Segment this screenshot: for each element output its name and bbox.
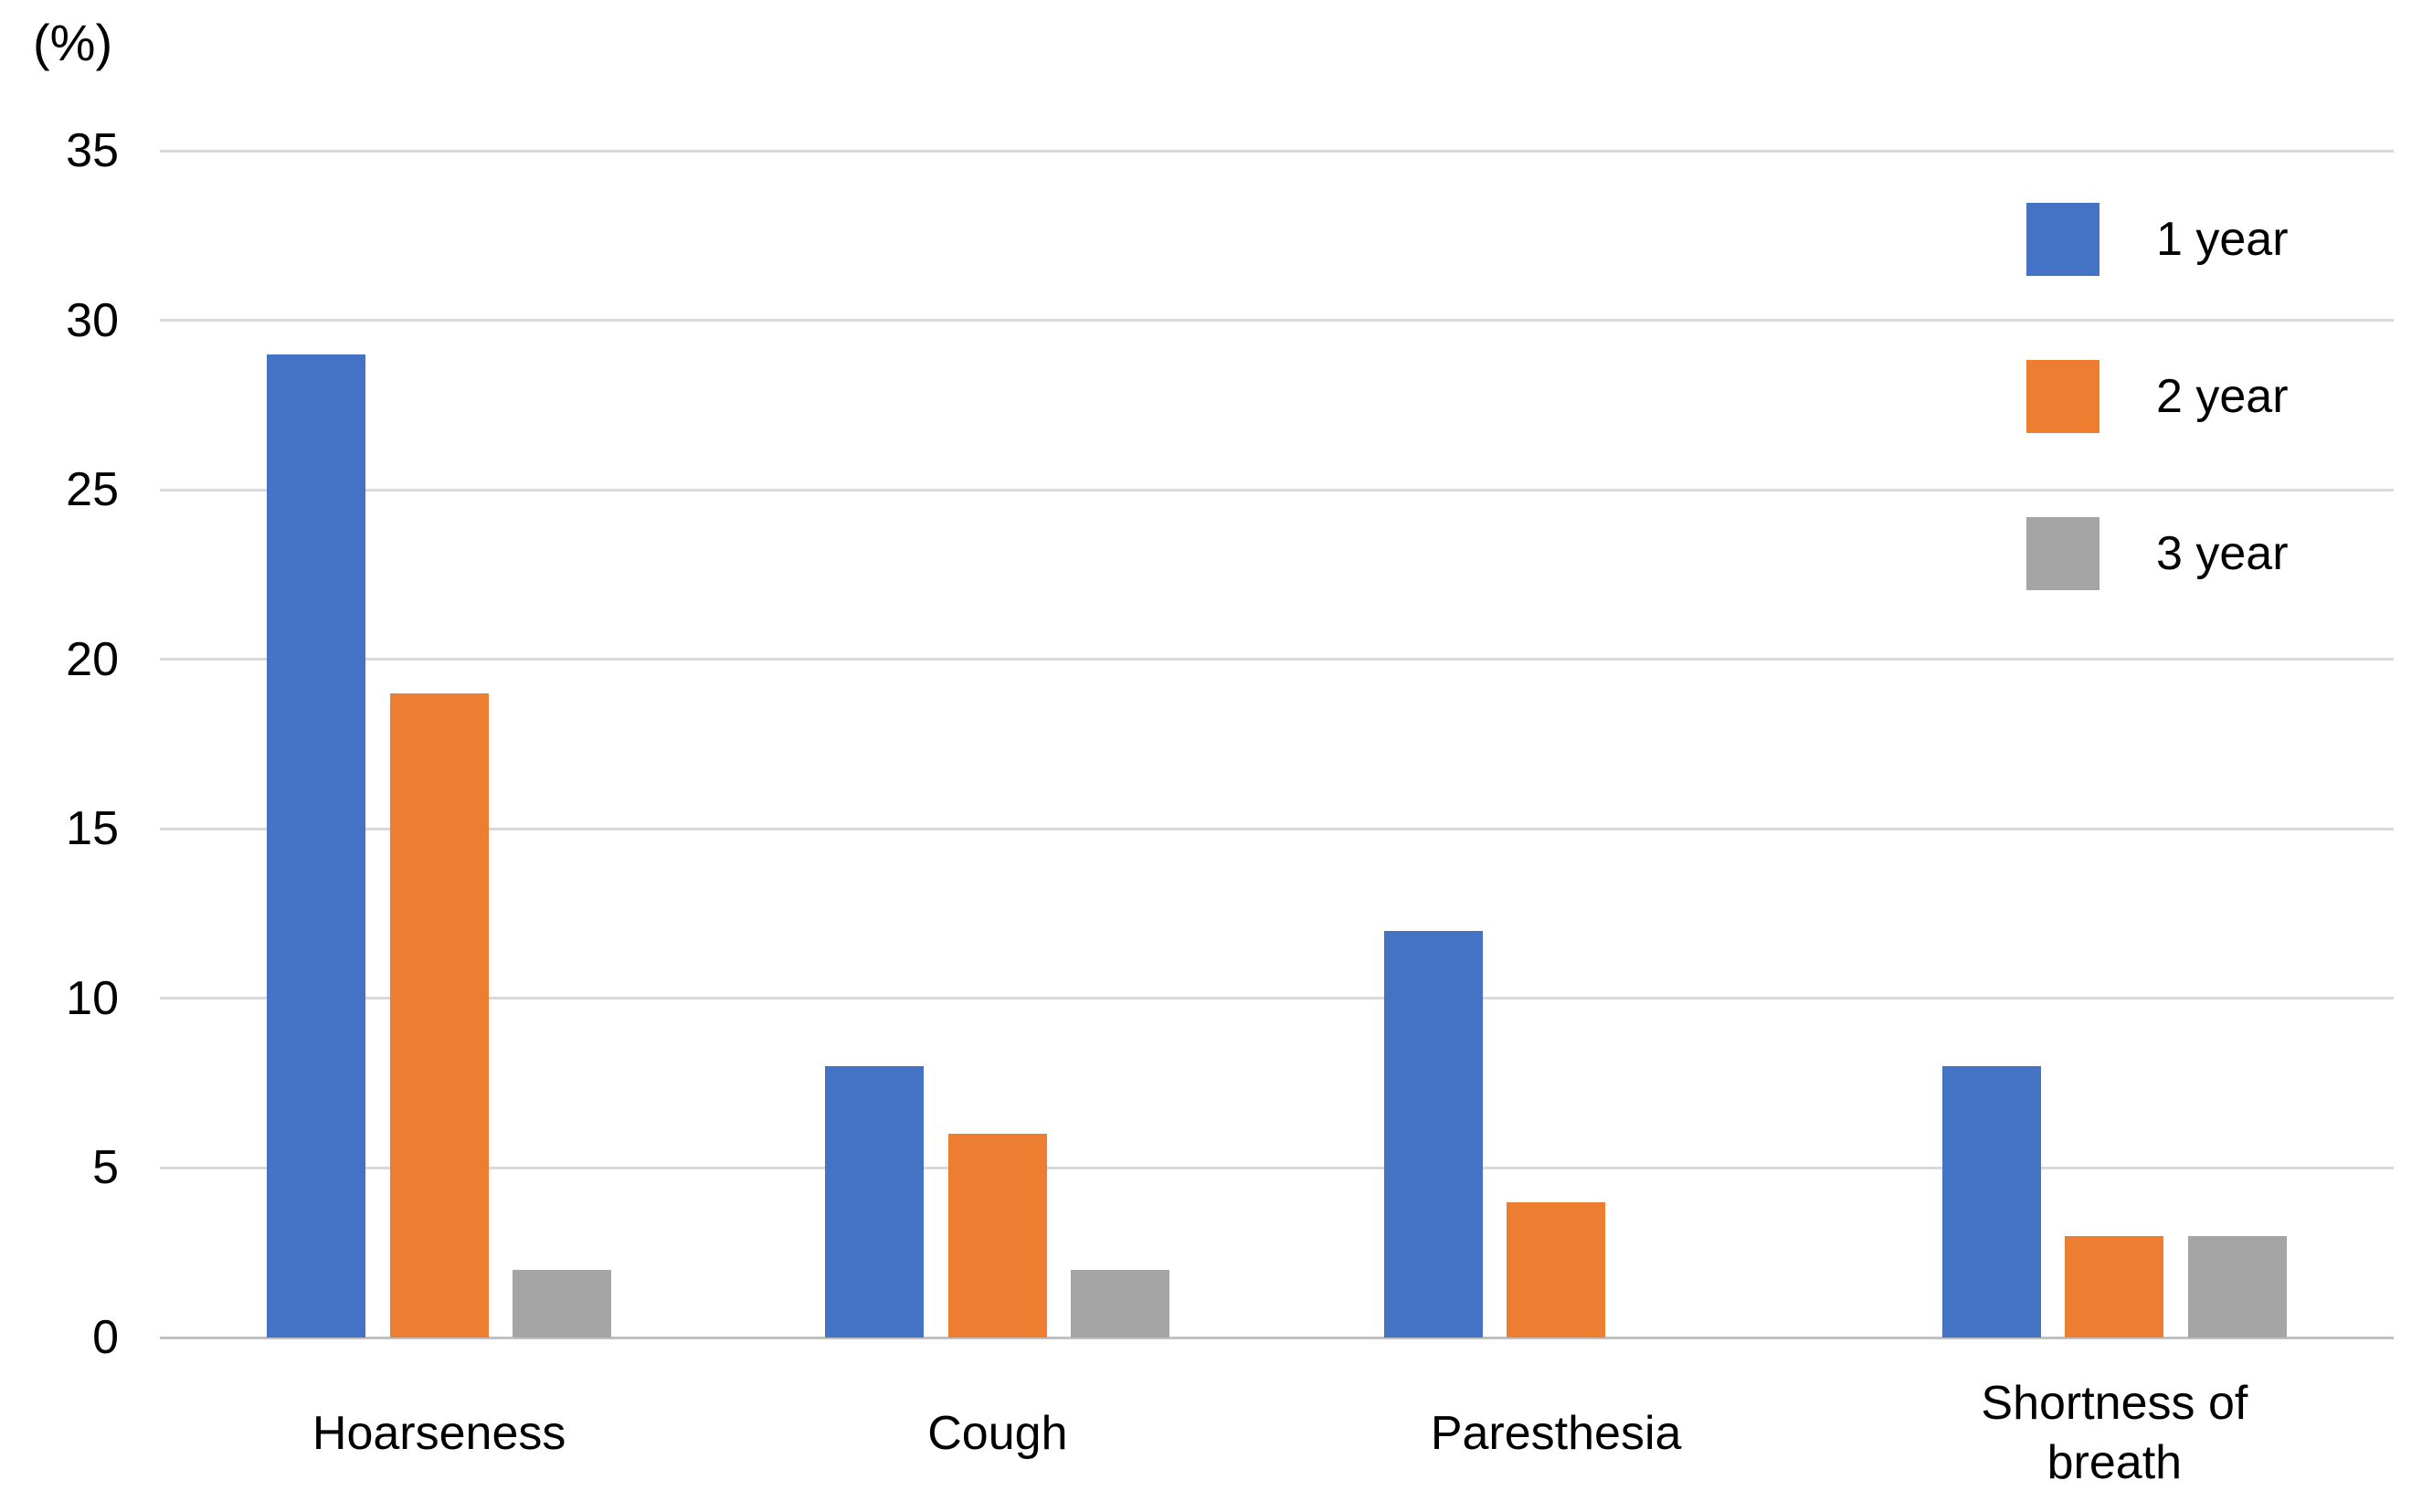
legend-swatch-3-year <box>2026 517 2099 590</box>
bar-cough-3-year <box>1071 1269 1170 1338</box>
gridline-15 <box>160 827 2394 830</box>
legend-label-3-year: 3 year <box>2156 527 2289 580</box>
bar-hoarseness-3-year <box>513 1269 612 1338</box>
legend-item-2-year: 2 year <box>2026 360 2289 433</box>
y-axis-tick-label-25: 25 <box>66 463 119 517</box>
x-axis-baseline <box>160 1336 2394 1339</box>
legend-item-1-year: 1 year <box>2026 203 2289 276</box>
gridline-20 <box>160 658 2394 661</box>
y-axis-tick-label-35: 35 <box>66 124 119 177</box>
y-axis-tick-label-5: 5 <box>92 1141 119 1195</box>
gridline-5 <box>160 1166 2394 1169</box>
bar-paresthesia-2-year <box>1507 1201 1606 1338</box>
gridline-30 <box>160 319 2394 322</box>
x-axis-label-hoarseness: Hoarseness <box>312 1406 566 1460</box>
bar-paresthesia-1-year <box>1383 930 1483 1338</box>
bar-shortness-of-breath-3-year <box>2187 1235 2287 1338</box>
y-axis-tick-label-15: 15 <box>66 802 119 856</box>
y-axis-tick-label-20: 20 <box>66 632 119 686</box>
bar-hoarseness-1-year <box>267 354 366 1338</box>
x-axis-label-paresthesia: Paresthesia <box>1430 1406 1682 1460</box>
legend-label-1-year: 1 year <box>2156 213 2289 266</box>
legend-swatch-2-year <box>2026 360 2099 433</box>
x-axis-label-cough: Cough <box>927 1406 1068 1460</box>
bar-cough-1-year <box>825 1066 925 1338</box>
y-axis-tick-label-10: 10 <box>66 971 119 1025</box>
bar-shortness-of-breath-2-year <box>2065 1235 2164 1338</box>
legend-label-2-year: 2 year <box>2156 370 2289 423</box>
legend-swatch-1-year <box>2026 203 2099 276</box>
plot-area <box>160 149 2394 1339</box>
gridline-25 <box>160 488 2394 492</box>
x-axis-label-shortness-of-breath: Shortness of breath <box>1981 1377 2248 1489</box>
gridline-10 <box>160 997 2394 1000</box>
bar-shortness-of-breath-1-year <box>1941 1066 2041 1338</box>
y-axis-unit-label: (%) <box>33 14 113 71</box>
legend-item-3-year: 3 year <box>2026 517 2289 590</box>
bar-hoarseness-2-year <box>389 693 489 1338</box>
gridline-35 <box>160 149 2394 153</box>
y-axis-tick-label-0: 0 <box>92 1311 119 1364</box>
y-axis-tick-label-30: 30 <box>66 293 119 347</box>
bar-cough-2-year <box>947 1134 1047 1338</box>
